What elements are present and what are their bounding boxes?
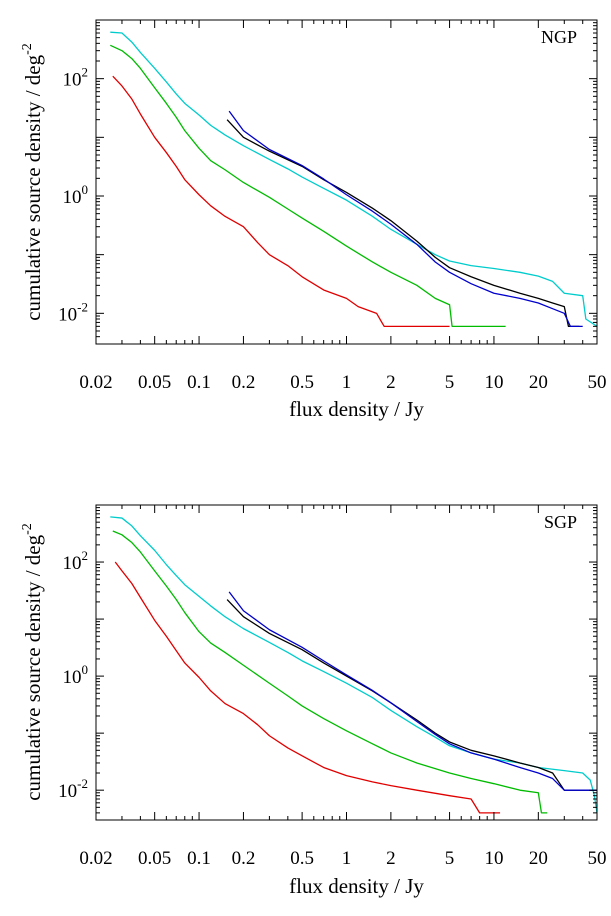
series-line-2 <box>114 561 501 814</box>
x-tick-label: 5 <box>445 372 455 393</box>
panel-label: SGP <box>544 512 577 532</box>
x-axis-label: flux density / Jy <box>289 397 424 421</box>
panel-label: NGP <box>541 27 577 47</box>
x-tick-label: 0.2 <box>232 372 256 393</box>
series-group <box>110 31 597 327</box>
y-tick-marks <box>96 507 597 821</box>
x-tick-label: 0.05 <box>138 372 171 393</box>
x-tick-label: 5 <box>445 848 455 869</box>
x-tick-label: 2 <box>386 848 396 869</box>
series-line-3 <box>226 119 580 327</box>
y-tick-marks <box>96 22 597 345</box>
y-tick-base: 10 <box>63 667 82 688</box>
plot-frame <box>95 504 598 821</box>
series-line-1 <box>110 44 506 327</box>
x-tick-label: 0.1 <box>187 372 211 393</box>
y-tick-base: 10 <box>63 553 82 574</box>
y-tick-exponent: -2 <box>77 776 88 791</box>
y-tick-label: 100 <box>63 662 89 688</box>
x-tick-label: 10 <box>484 848 503 869</box>
y-tick-base: 10 <box>58 781 77 802</box>
y-axis-label: cumulative source density / deg-2 <box>20 43 45 321</box>
x-tick-label: 0.05 <box>138 848 171 869</box>
y-axis-label-exponent: -2 <box>20 523 35 535</box>
x-tick-label: 50 <box>588 848 607 869</box>
x-tick-label: 0.5 <box>290 372 314 393</box>
x-tick-label: 10 <box>484 372 503 393</box>
x-tick-label: 0.1 <box>187 848 211 869</box>
x-tick-label: 0.5 <box>290 848 314 869</box>
x-tick-marks <box>95 505 598 820</box>
y-tick-label: 102 <box>63 548 89 574</box>
y-axis-label-exponent: -2 <box>20 43 35 55</box>
x-tick-label: 0.02 <box>79 372 112 393</box>
series-line-4 <box>228 591 597 791</box>
series-line-2 <box>112 75 450 327</box>
series-line-4 <box>228 110 583 327</box>
plot-frame <box>95 19 598 345</box>
series-line-3 <box>226 599 597 791</box>
x-tick-label: 20 <box>529 848 548 869</box>
x-tick-label: 2 <box>386 372 396 393</box>
y-tick-exponent: 2 <box>82 548 89 563</box>
y-tick-exponent: -2 <box>77 299 88 314</box>
y-tick-base: 10 <box>58 304 77 325</box>
x-tick-label: 1 <box>342 372 352 393</box>
y-tick-base: 10 <box>63 70 82 91</box>
x-tick-label: 20 <box>529 372 548 393</box>
y-tick-exponent: 0 <box>82 662 89 677</box>
y-tick-label: 10-2 <box>58 299 88 325</box>
x-tick-label: 0.2 <box>232 848 256 869</box>
sgp-panel: 0.02 0.05 0.1 0.2 0.5 1 2 5 10 20 5010-2100102flux… <box>20 504 607 898</box>
x-tick-label: 0.02 <box>79 848 112 869</box>
y-tick-exponent: 2 <box>82 65 89 80</box>
x-tick-label: 1 <box>342 848 352 869</box>
y-tick-exponent: 0 <box>82 182 89 197</box>
y-tick-label: 100 <box>63 182 89 208</box>
x-tick-marks <box>95 20 598 344</box>
y-tick-label: 10-2 <box>58 776 88 802</box>
y-axis-label-text: cumulative source density / deg <box>21 54 45 320</box>
y-axis-label: cumulative source density / deg-2 <box>20 523 45 801</box>
y-tick-base: 10 <box>63 187 82 208</box>
series-line-1 <box>112 530 548 814</box>
y-tick-label: 102 <box>63 65 89 91</box>
ngp-panel: 0.02 0.05 0.1 0.2 0.5 1 2 5 10 20 5010-2100102flux… <box>20 19 607 421</box>
series-group <box>110 516 597 814</box>
series-line-0 <box>110 31 597 327</box>
y-axis-label-text: cumulative source density / deg <box>21 534 45 800</box>
x-axis-label: flux density / Jy <box>289 874 424 898</box>
x-tick-label: 50 <box>588 372 607 393</box>
